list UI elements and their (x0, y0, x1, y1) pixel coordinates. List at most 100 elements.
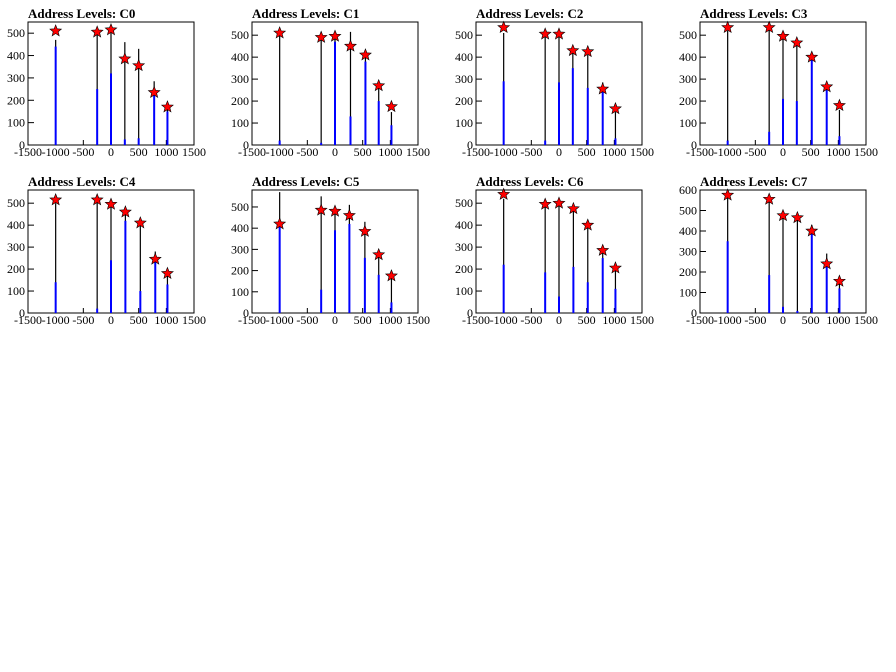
x-tick-label: 500 (578, 313, 596, 327)
histogram-bar-blue (502, 81, 505, 145)
y-tick-label: 500 (679, 28, 697, 42)
x-tick-label: -1000 (266, 145, 294, 159)
x-tick-label: -1000 (42, 313, 70, 327)
peak-marker (342, 208, 356, 221)
x-tick-label: 500 (130, 313, 148, 327)
peak-marker (762, 192, 776, 205)
peak-marker (384, 99, 398, 113)
y-tick-label: 100 (455, 284, 473, 298)
x-tick-label: -1500 (686, 145, 714, 159)
x-tick-label: -1500 (14, 145, 42, 159)
x-tick-label: -500 (296, 145, 318, 159)
x-tick-label: 0 (780, 145, 786, 159)
histogram-bar-blue (349, 116, 352, 145)
histogram-bar-black (138, 48, 140, 145)
x-tick-label: -1000 (714, 313, 742, 327)
y-tick-label: 0 (691, 306, 697, 320)
histogram-bar-blue (54, 46, 57, 145)
histogram-bar-black (279, 35, 281, 145)
x-tick-label: 500 (354, 145, 372, 159)
peak-marker (832, 274, 846, 287)
x-tick-label: -1000 (42, 145, 70, 159)
histogram-bar-blue (96, 89, 99, 145)
peak-marker (49, 24, 63, 37)
histogram-bar-blue (377, 274, 380, 313)
peak-marker (358, 48, 372, 61)
peak-marker (497, 187, 511, 200)
peak-marker (581, 44, 595, 58)
x-tick-label: 1500 (406, 313, 430, 327)
x-tick-label: -1000 (490, 313, 518, 327)
x-tick-label: -1500 (462, 313, 490, 327)
peak-marker (552, 27, 566, 40)
histogram-bar-blue (825, 263, 828, 313)
x-tick-label: -1000 (490, 145, 518, 159)
peak-marker (805, 224, 819, 237)
y-tick-label: 200 (679, 265, 697, 279)
y-tick-label: 300 (455, 240, 473, 254)
histogram-bar-blue (544, 272, 547, 313)
x-tick-label: -500 (520, 313, 542, 327)
y-tick-label: 200 (7, 93, 25, 107)
y-tick-label: 200 (7, 262, 25, 276)
x-tick-label: 1000 (602, 145, 626, 159)
peak-marker (776, 29, 790, 42)
peak-marker (790, 36, 804, 49)
histogram-bar-blue (726, 241, 729, 313)
x-tick-label: 1500 (406, 145, 430, 159)
chart-title: Address Levels: C1 (252, 6, 359, 21)
histogram-bar-blue (334, 41, 336, 146)
x-tick-label: 1000 (826, 145, 850, 159)
chart-title: Address Levels: C0 (28, 6, 135, 21)
y-tick-label: 100 (7, 284, 25, 298)
histogram-bar-blue (363, 257, 366, 313)
x-tick-label: 0 (780, 313, 786, 327)
peak-marker (314, 30, 328, 43)
y-tick-label: 500 (679, 204, 697, 218)
histogram-bar-black (96, 198, 98, 313)
histogram-bar-black (768, 198, 770, 313)
histogram-bar-black (503, 198, 505, 313)
histogram-bar-blue (825, 90, 828, 145)
histogram-bar-blue (96, 308, 99, 313)
y-tick-label: 500 (7, 196, 25, 210)
x-tick-label: 500 (130, 145, 148, 159)
peak-marker (581, 218, 595, 231)
histogram-bar-blue (54, 282, 57, 313)
x-tick-label: -1500 (238, 145, 266, 159)
y-tick-label: 100 (455, 116, 473, 130)
x-tick-label: 1500 (854, 145, 878, 159)
histogram-bar-black (390, 276, 393, 313)
y-tick-label: 100 (231, 116, 249, 130)
x-tick-label: -1500 (14, 313, 42, 327)
y-tick-label: 100 (679, 286, 697, 300)
peak-marker (566, 201, 580, 215)
x-tick-label: 500 (578, 145, 596, 159)
x-tick-label: 1000 (378, 145, 402, 159)
histogram-bar-blue (390, 125, 393, 145)
y-tick-label: 0 (691, 138, 697, 152)
histogram-bar-black (110, 203, 112, 313)
y-tick-label: 200 (455, 94, 473, 108)
x-tick-label: 1500 (182, 313, 206, 327)
peak-marker (90, 25, 104, 38)
peak-marker (104, 197, 118, 210)
y-tick-label: 200 (231, 264, 249, 278)
chart-title: Address Levels: C7 (700, 174, 808, 189)
histogram-bar-blue (166, 111, 169, 145)
peak-marker (762, 20, 776, 34)
y-tick-label: 0 (467, 138, 473, 152)
y-tick-label: 500 (231, 28, 249, 42)
x-tick-label: -1500 (462, 145, 490, 159)
histogram-bar-blue (571, 68, 574, 145)
histogram-bar-blue (110, 260, 112, 313)
x-tick-label: 0 (556, 313, 562, 327)
peak-marker (118, 52, 132, 65)
peak-marker (566, 43, 580, 57)
y-tick-label: 500 (455, 196, 473, 210)
peak-marker (104, 23, 118, 36)
histogram-bar-black (349, 31, 352, 146)
peak-marker (538, 197, 552, 210)
peak-marker (328, 29, 342, 42)
